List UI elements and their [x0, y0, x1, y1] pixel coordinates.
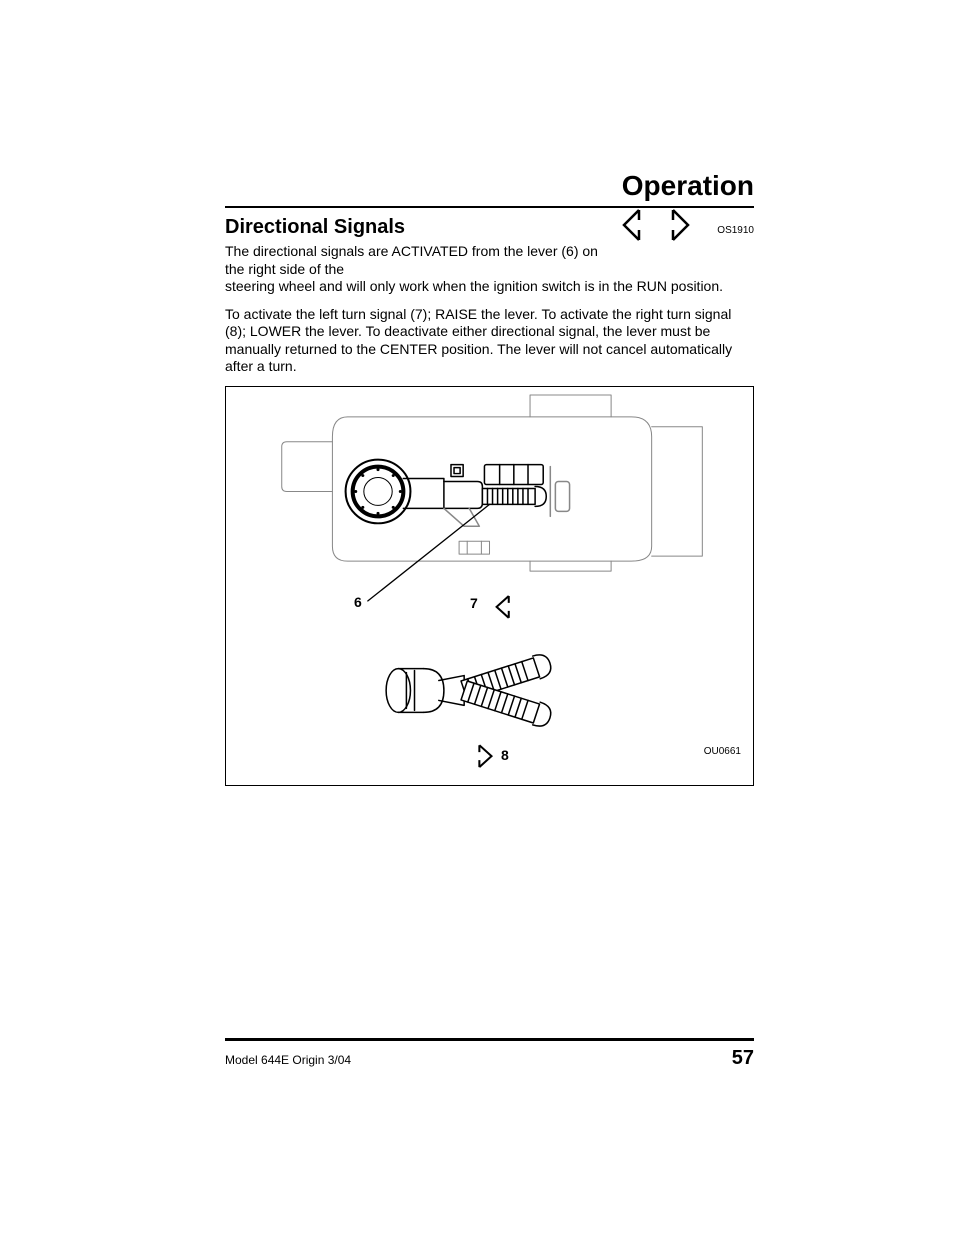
intro-continuation: steering wheel and will only work when t…: [225, 278, 754, 296]
symbol-code: OS1910: [717, 215, 754, 236]
footer-rule: [225, 1038, 754, 1041]
footer-row: Model 644E Origin 3/04 57: [225, 1047, 754, 1070]
intro-text: The directional signals are ACTIVATED fr…: [225, 243, 607, 278]
chapter-title: Operation: [225, 170, 754, 202]
right-arrow-small-icon: [479, 745, 491, 767]
figure: 6 7 8 OU0661: [225, 386, 754, 786]
left-arrow-small-icon: [497, 595, 509, 617]
lever-detail-drawing: [386, 651, 554, 728]
figure-svg: [226, 387, 753, 785]
page: Operation Directional Signals The direct…: [0, 0, 954, 1235]
turn-signal-symbol: OS1910: [621, 208, 754, 242]
figure-code: OU0661: [704, 746, 741, 757]
callout-8: 8: [501, 747, 509, 763]
intro-wrap: Directional Signals The directional sign…: [225, 208, 754, 278]
callout-7: 7: [470, 595, 478, 611]
footer: Model 644E Origin 3/04 57: [225, 1038, 754, 1070]
section-title: Directional Signals: [225, 216, 607, 239]
dashboard-drawing: [282, 394, 703, 600]
callout-6: 6: [354, 594, 362, 610]
section-col: Directional Signals The directional sign…: [225, 208, 607, 278]
paragraph-2: To activate the left turn signal (7); RA…: [225, 306, 754, 376]
left-arrow-icon: [621, 208, 643, 242]
right-arrow-icon: [669, 208, 691, 242]
page-number: 57: [732, 1047, 754, 1070]
footer-model: Model 644E Origin 3/04: [225, 1053, 351, 1067]
